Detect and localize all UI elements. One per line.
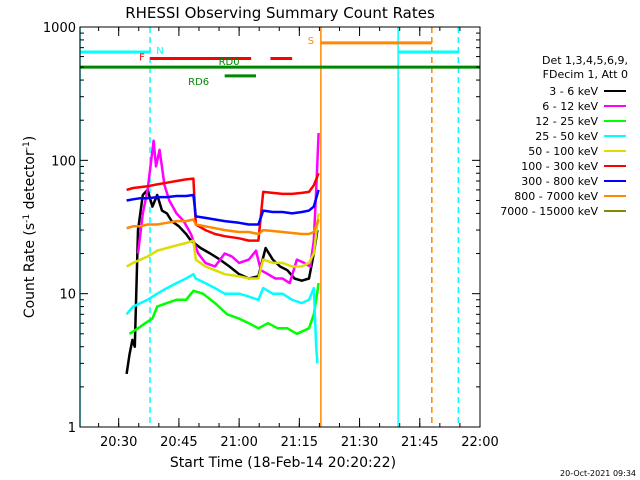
y-tick-label: 10 [59, 288, 76, 303]
legend-entry-label: 300 - 800 keV [521, 175, 598, 188]
annotation-label-n: N [156, 46, 163, 57]
series-line-300-800-kev [126, 189, 320, 226]
x-tick-label: 21:30 [341, 435, 378, 450]
series-line-12-25-kev [128, 282, 320, 336]
annotation-label-f: F [139, 53, 145, 64]
series-line-800-7000-kev [126, 218, 320, 236]
annotation-label-s: S [308, 36, 314, 47]
legend-entry-label: 50 - 100 keV [528, 145, 598, 158]
legend-entry-label: 7000 - 15000 keV [500, 205, 598, 218]
legend-entry-label: 100 - 300 keV [521, 160, 598, 173]
x-tick-label: 22:00 [461, 435, 498, 450]
annotation-label-rd0: RD0 [219, 57, 240, 68]
legend-header-decimation: FDecim 1, Att 0 [543, 68, 628, 81]
x-axis-label: Start Time (18-Feb-14 20:20:22) [170, 455, 396, 471]
legend-entry-label: 6 - 12 keV [542, 100, 598, 113]
legend-entry-label: 3 - 6 keV [549, 85, 598, 98]
x-tick-label: 21:00 [220, 435, 257, 450]
annotation-label-rd6: RD6 [188, 77, 209, 88]
plot-frame [79, 26, 481, 428]
chart-title: RHESSI Observing Summary Count Rates [125, 4, 435, 22]
legend-entry-label: 12 - 25 keV [535, 115, 598, 128]
y-axis-label: Count Rate (s-1 detector-1) [22, 136, 38, 318]
series-line-100-300-kev [126, 172, 320, 242]
series-line-3-6-kev [125, 188, 319, 375]
legend-header-detectors: Det 1,3,4,5,6,9, [542, 54, 628, 67]
x-tick-label: 20:45 [160, 435, 197, 450]
x-tick-label: 20:30 [100, 435, 137, 450]
legend-entry-label: 25 - 50 keV [535, 130, 598, 143]
y-tick-label: 1 [68, 421, 76, 436]
series-line-25-50-kev [125, 272, 319, 364]
series-line-6-12-kev [136, 133, 320, 285]
legend-entry-label: 800 - 7000 keV [514, 190, 598, 203]
x-tick-label: 21:45 [401, 435, 438, 450]
y-tick-label: 100 [51, 154, 76, 169]
x-tick-label: 21:15 [281, 435, 318, 450]
generation-timestamp: 20-Oct-2021 09:34 [560, 469, 636, 478]
legend: Det 1,3,4,5,6,9, FDecim 1, Att 0 3 - 6 k… [500, 54, 628, 218]
y-tick-label: 1000 [43, 21, 76, 36]
series-line-50-100-kev [125, 213, 320, 280]
